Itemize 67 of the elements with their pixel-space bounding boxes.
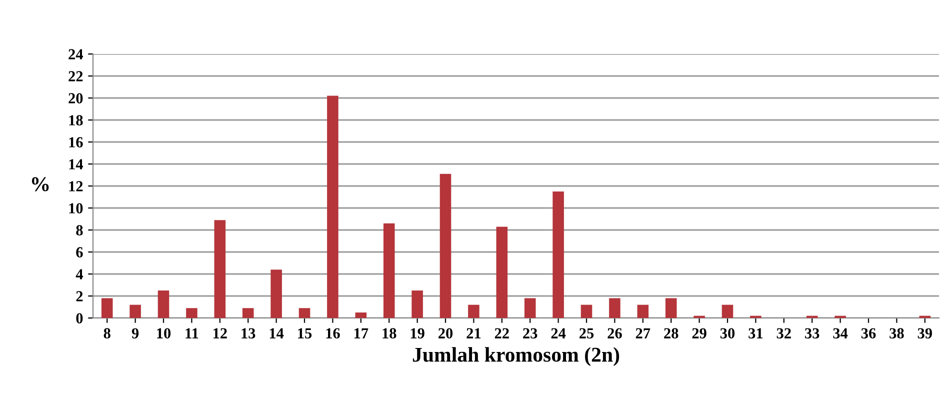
y-tick-label: 8 bbox=[76, 225, 83, 236]
y-tick-label: 2 bbox=[76, 291, 83, 302]
x-tick-label: 11 bbox=[186, 328, 198, 338]
x-tick-label: 18 bbox=[382, 328, 396, 338]
y-tick-label: 20 bbox=[68, 93, 83, 104]
bar bbox=[468, 304, 480, 318]
y-tick-label: 6 bbox=[76, 247, 83, 258]
bar bbox=[580, 304, 592, 318]
y-tick-label: 14 bbox=[69, 159, 83, 170]
y-axis-title: % bbox=[32, 177, 49, 192]
bar bbox=[214, 220, 226, 318]
x-tick-label: 14 bbox=[270, 328, 284, 338]
x-tick-label: 24 bbox=[551, 328, 566, 338]
x-tick-label: 23 bbox=[523, 328, 538, 338]
x-tick-label: 34 bbox=[833, 328, 848, 338]
x-tick-label: 36 bbox=[861, 328, 876, 338]
x-tick-label: 26 bbox=[608, 328, 622, 338]
bar bbox=[130, 304, 141, 318]
x-tick-label: 33 bbox=[805, 328, 820, 338]
x-tick-label: 15 bbox=[298, 328, 312, 338]
bar bbox=[242, 308, 254, 318]
x-tick-label: 12 bbox=[213, 328, 227, 338]
x-tick-label: 10 bbox=[157, 328, 171, 338]
y-tick-label: 0 bbox=[76, 313, 83, 324]
y-tick-label: 12 bbox=[69, 181, 83, 192]
x-tick-label: 38 bbox=[890, 328, 904, 338]
bar bbox=[496, 226, 508, 318]
y-tick-label: 16 bbox=[69, 137, 83, 148]
bar bbox=[665, 298, 677, 318]
x-tick-label: 25 bbox=[580, 328, 594, 338]
x-tick-label: 27 bbox=[636, 328, 650, 338]
x-tick-label: 20 bbox=[438, 328, 453, 338]
y-tick-label: 24 bbox=[68, 49, 83, 60]
y-tick-label: 4 bbox=[76, 269, 83, 280]
x-tick-label: 31 bbox=[748, 328, 763, 338]
bar bbox=[412, 290, 423, 318]
x-tick-label: 32 bbox=[776, 328, 791, 338]
bar bbox=[383, 223, 395, 318]
bar bbox=[609, 298, 620, 318]
x-tick-label: 8 bbox=[104, 328, 110, 338]
bar bbox=[158, 290, 170, 318]
bar bbox=[327, 96, 338, 318]
x-tick-label: 19 bbox=[410, 328, 424, 338]
bar bbox=[552, 192, 564, 318]
x-tick-label: 39 bbox=[918, 328, 932, 338]
x-tick-label: 29 bbox=[692, 328, 706, 338]
y-tick-label: 10 bbox=[69, 203, 83, 214]
x-tick-label: 30 bbox=[720, 328, 735, 338]
bar bbox=[524, 298, 536, 318]
bar bbox=[637, 304, 649, 318]
bar bbox=[270, 270, 282, 318]
x-tick-label: 13 bbox=[242, 328, 256, 338]
x-tick-label: 16 bbox=[326, 328, 340, 338]
y-tick-label: 22 bbox=[68, 71, 83, 82]
x-tick-label: 21 bbox=[466, 328, 481, 338]
bar bbox=[440, 174, 452, 318]
x-tick-label: 28 bbox=[664, 328, 678, 338]
y-tick-label: 18 bbox=[69, 115, 83, 126]
bar bbox=[101, 298, 113, 318]
x-tick-label: 9 bbox=[132, 328, 139, 338]
bar bbox=[186, 308, 198, 318]
x-tick-label: 22 bbox=[494, 328, 509, 338]
x-tick-label: 17 bbox=[354, 328, 368, 338]
x-axis-title: Jumlah kromosom (2n) bbox=[412, 347, 620, 366]
bar bbox=[722, 304, 734, 318]
bar bbox=[298, 308, 310, 318]
bar bbox=[355, 312, 367, 318]
